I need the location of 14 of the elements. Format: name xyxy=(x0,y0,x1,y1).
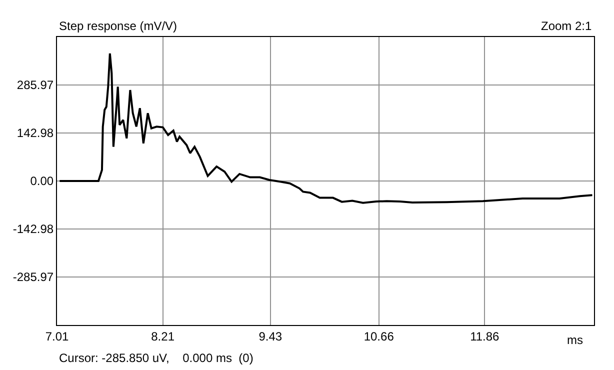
x-tick-label: 8.21 xyxy=(151,329,175,344)
x-tick-label: 10.66 xyxy=(364,329,394,344)
x-tick-label: 11.86 xyxy=(470,329,500,344)
x-tick-label: 7.01 xyxy=(45,329,69,344)
text: Cursor: -285.850 uV, 0.000 ms (0) xyxy=(59,351,254,365)
chart-title: Step response (mV/V) xyxy=(59,19,178,33)
y-tick-label: 285.97 xyxy=(16,78,54,92)
y-tick-label: -285.97 xyxy=(12,270,54,284)
text: Zoom 2:1 xyxy=(541,19,592,33)
x-axis-title: ms xyxy=(567,333,583,347)
y-tick-label: -142.98 xyxy=(12,222,54,236)
y-tick-label: 142.98 xyxy=(16,126,54,140)
x-tick-label: 9.43 xyxy=(258,329,282,344)
y-tick-label: 0.00 xyxy=(30,174,54,188)
